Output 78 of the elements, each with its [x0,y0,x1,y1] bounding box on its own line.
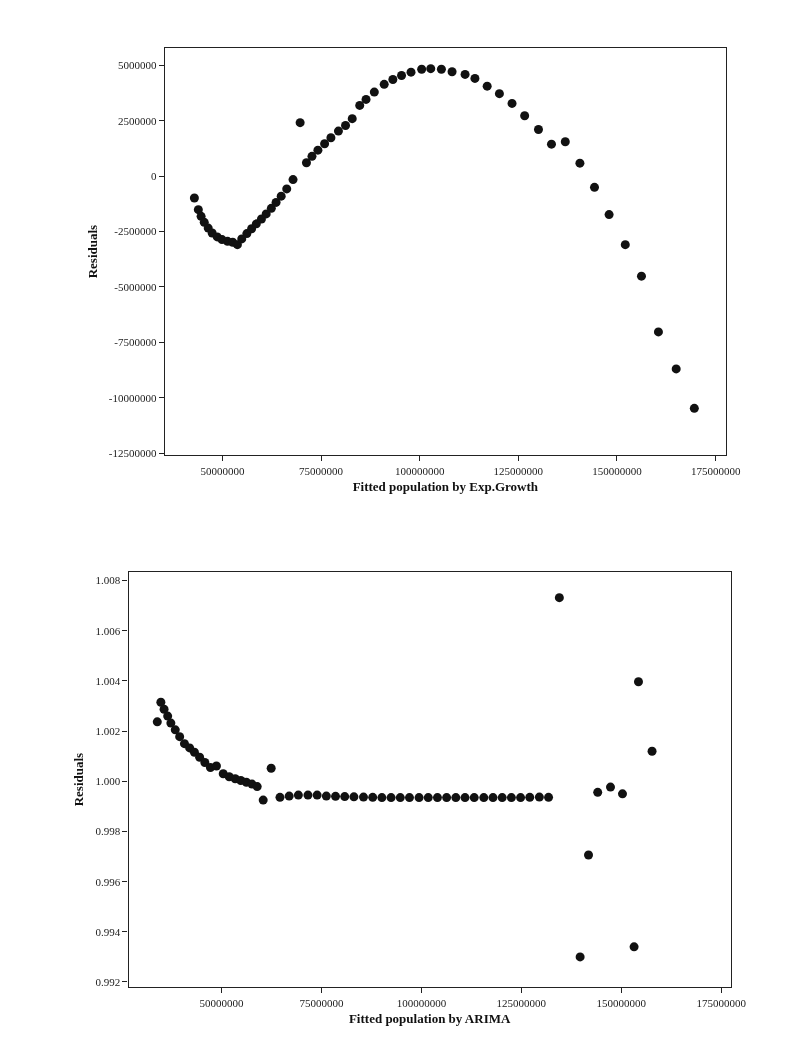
y-tick-label: 0.998 [95,825,121,838]
point [604,210,614,220]
y-tick-label: 1.008 [95,574,121,587]
point [520,111,530,121]
x-tick-label: 175000000 [696,996,747,1009]
x-tick-label: 100000000 [394,464,445,477]
point [447,67,457,77]
point [482,81,492,91]
x-tick-label: 100000000 [396,996,447,1009]
point [313,145,323,155]
x-tick-label: 150000000 [596,996,647,1009]
x-tick-label: 75000000 [299,996,345,1009]
y-tick-label: 0.992 [95,975,121,988]
y-tick-label: 5000000 [118,59,157,72]
point [288,175,298,185]
y-tick-label: 2500000 [118,114,157,127]
point [379,79,389,89]
x-tick-label: 125000000 [493,464,544,477]
y-tick-label: 1.006 [95,624,121,637]
point [560,137,570,147]
point [301,158,311,168]
point [347,114,357,124]
x-tick-label: 50000000 [200,464,245,477]
y-tick-label: -7500000 [114,336,157,349]
x-tick-label: 175000000 [690,464,741,477]
point [636,271,646,281]
x-tick-label: 125000000 [496,996,547,1009]
point [361,94,371,104]
point [282,184,292,194]
x-tick-label: 75000000 [299,464,344,477]
point [546,139,556,149]
point [369,87,379,97]
y-tick-label: -10000000 [108,391,157,404]
y-tick-label: 1.002 [95,724,121,737]
y-tick-label: 1.004 [95,674,121,687]
point [575,158,585,168]
y-tick-label: 0.996 [95,875,121,888]
point [436,64,446,74]
point [193,205,203,215]
point [276,191,286,201]
point [507,98,517,108]
point [355,100,365,110]
point [653,327,663,337]
point [189,193,199,203]
point [460,69,470,79]
y-axis-title: Residuals [71,752,87,807]
x-axis-title: Fitted population by Exp.Growth [352,479,539,495]
y-tick-label: -5000000 [114,280,157,293]
y-tick-label: 0.994 [95,925,121,938]
point [397,71,407,80]
point [620,240,630,250]
point [388,74,398,84]
point [326,133,336,143]
y-tick-label: 1.000 [95,775,121,788]
point [271,197,281,207]
point [671,364,681,374]
point [333,126,343,136]
y-tick-label: -12500000 [108,446,157,459]
x-tick-label: 50000000 [199,996,245,1009]
y-tick-label: -2500000 [114,225,157,238]
point [533,125,543,135]
point [295,118,305,128]
point [406,67,416,77]
y-axis-title: Residuals [84,224,100,279]
x-axis-title: Fitted population by ARIMA [348,1011,511,1027]
point [417,64,427,74]
point [307,151,317,161]
point [470,73,480,83]
point [266,203,276,213]
x-tick-label: 150000000 [592,464,643,477]
point [689,403,699,413]
point [320,139,330,149]
point [494,89,504,99]
point [426,64,436,74]
point [232,240,242,250]
point [341,121,351,131]
point [590,182,599,192]
y-tick-label: 0 [151,170,157,183]
